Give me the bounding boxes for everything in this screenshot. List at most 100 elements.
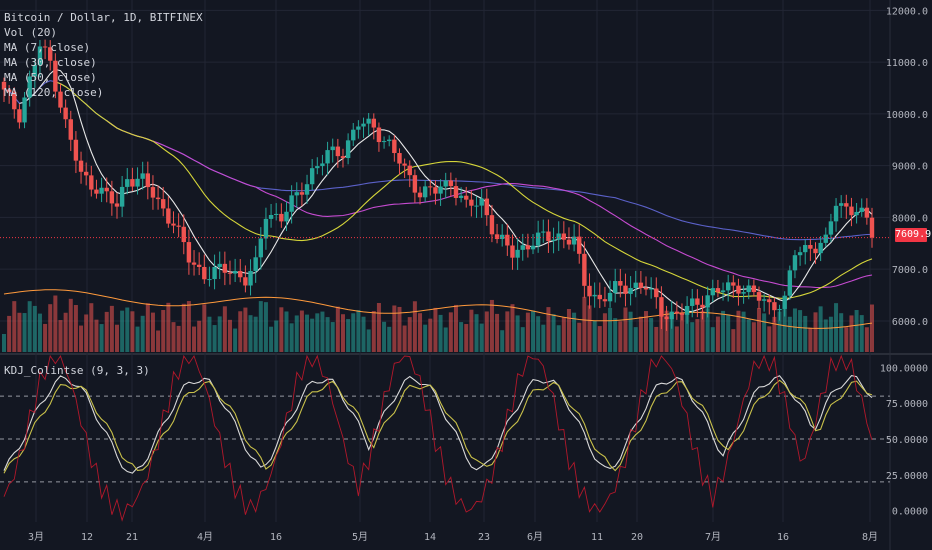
volume-bar (114, 324, 119, 352)
candle-body (222, 263, 228, 273)
candle-body (289, 195, 294, 212)
candle-body (335, 146, 341, 157)
volume-bar (515, 315, 520, 352)
candle-body (520, 245, 525, 250)
candle-body (756, 292, 762, 301)
candle-body (155, 197, 161, 200)
candle-body (125, 179, 130, 187)
volume-bar (315, 313, 320, 352)
volume-bar (623, 307, 628, 352)
volume-bar (474, 314, 479, 352)
candle-body (469, 199, 474, 206)
volume-bar (361, 316, 366, 352)
kdj-k-line (3, 374, 873, 474)
volume-bar (212, 325, 217, 352)
volume-bar (710, 327, 715, 352)
candle-body (12, 92, 17, 110)
candle-body (725, 282, 731, 291)
volume-bar (192, 326, 197, 352)
volume-bar (12, 301, 17, 352)
candle-body (571, 236, 577, 245)
volume-bar (17, 312, 22, 352)
legend-ma30: MA (30, close) (4, 56, 97, 69)
volume-bar (618, 321, 623, 352)
y-tick-label: 7000.0 (892, 265, 928, 276)
candle-body (710, 288, 715, 296)
volume-bar (207, 316, 212, 352)
volume-bar (171, 322, 176, 352)
candle-body (838, 203, 844, 206)
candle-body (551, 239, 556, 241)
candle-body (731, 282, 736, 286)
candle-body (253, 257, 258, 271)
volume-bar (803, 315, 808, 352)
volume-bar (233, 328, 238, 352)
candle-body (525, 245, 531, 250)
volume-bar (561, 317, 566, 352)
volume-bar (628, 311, 633, 352)
candle-body (612, 281, 618, 293)
volume-bar (166, 302, 171, 352)
volume-bar (335, 306, 340, 352)
candle-body (402, 163, 407, 166)
candle-body (6, 89, 12, 93)
volume-bar (654, 326, 659, 352)
volume-bar (520, 327, 525, 352)
volume-bar (79, 325, 84, 352)
x-tick-label: 21 (126, 532, 138, 543)
volume-bar (854, 310, 859, 352)
volume-bar (448, 312, 453, 352)
candle-body (849, 206, 854, 216)
candle-body (361, 123, 366, 127)
candle-body (854, 211, 859, 216)
candle-body (166, 208, 171, 224)
volume-bar (176, 325, 181, 352)
candle-body (479, 198, 484, 206)
y-tick-label: 9000.0 (892, 162, 928, 173)
candle-body (556, 233, 561, 240)
chart-legend: Bitcoin / Dollar, 1D, BITFINEX Vol (20) … (4, 10, 203, 100)
volume-bar (443, 327, 448, 352)
volume-bar (120, 310, 125, 352)
volume-bar (305, 314, 310, 352)
volume-bar (792, 308, 797, 352)
candle-body (628, 287, 633, 294)
candle-body (268, 214, 274, 219)
volume-bar (58, 320, 63, 352)
candle-body (428, 186, 433, 188)
x-tick-label: 16 (777, 532, 789, 543)
y-tick-label: 10000.0 (886, 110, 928, 121)
candle-body (587, 285, 592, 297)
volume-bar (757, 307, 762, 352)
volume-bar (500, 330, 505, 352)
volume-bar (721, 310, 726, 352)
volume-bar (536, 316, 541, 352)
volume-bar (525, 312, 530, 352)
volume-bar (818, 306, 823, 352)
volume-bar (823, 319, 828, 352)
candle-body (541, 231, 546, 233)
candle-body (669, 311, 674, 320)
volume-bar (125, 307, 130, 352)
legend-ma7: MA (7, close) (4, 41, 91, 54)
kdj-y-tick-label: 0.0000 (892, 507, 928, 518)
candle-body (73, 139, 79, 161)
legend-vol: Vol (20) (4, 26, 57, 39)
volume-bar (53, 295, 58, 352)
candle-body (592, 294, 597, 297)
volume-bar (330, 322, 335, 352)
candle-body (833, 205, 839, 222)
volume-bar (479, 323, 484, 352)
volume-bar (73, 305, 78, 352)
candle-body (582, 253, 587, 286)
volume-bar (402, 325, 407, 352)
volume-bar (274, 320, 279, 352)
candle-body (371, 118, 376, 128)
volume-bar (284, 311, 289, 352)
volume-bar (150, 312, 155, 352)
volume-bar (7, 315, 12, 352)
volume-bar (453, 304, 458, 352)
volume-bar (731, 329, 736, 352)
candle-body (217, 263, 222, 267)
